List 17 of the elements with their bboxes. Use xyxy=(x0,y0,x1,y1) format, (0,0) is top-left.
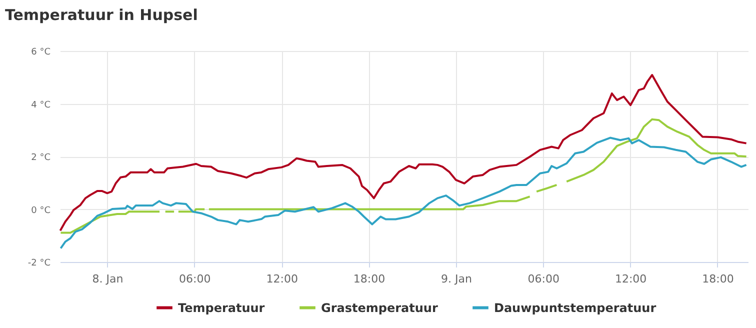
x-tick-label: 18:00 xyxy=(353,272,386,286)
chart-title: Temperatuur in Hupsel xyxy=(5,6,198,24)
x-tick-label: 9. Jan xyxy=(440,272,472,286)
x-tick-label: 06:00 xyxy=(179,272,211,286)
legend-label: Grastemperatuur xyxy=(321,300,438,315)
y-tick-label: 4 °C xyxy=(31,100,50,110)
legend-label: Temperatuur xyxy=(178,300,265,315)
y-tick-label: 0 °C xyxy=(31,206,50,216)
x-tick-label: 18:00 xyxy=(702,272,734,286)
legend-label: Dauwpuntstemperatuur xyxy=(494,300,656,315)
y-tick-label: -2 °C xyxy=(28,258,50,268)
x-tick-label: 12:00 xyxy=(266,272,298,286)
y-tick-label: 2 °C xyxy=(31,153,50,163)
x-tick-label: 12:00 xyxy=(614,272,647,286)
x-tick-label: 8. Jan xyxy=(92,272,124,286)
x-tick-label: 06:00 xyxy=(528,272,560,286)
y-tick-label: 6 °C xyxy=(31,48,50,58)
